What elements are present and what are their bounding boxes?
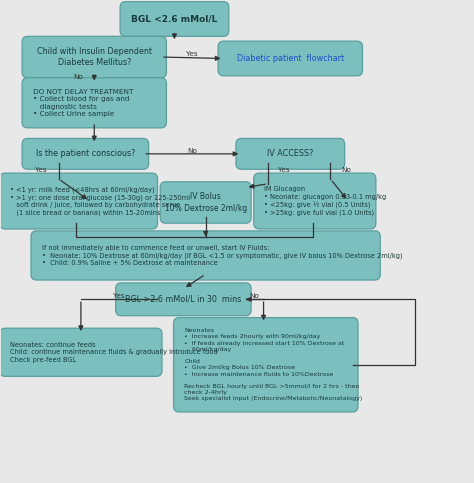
- Text: No: No: [250, 293, 260, 299]
- Text: DO NOT DELAY TREATMENT
• Collect blood for gas and
   diagnostic tests
• Collect: DO NOT DELAY TREATMENT • Collect blood f…: [33, 88, 133, 117]
- Text: Neonates: continue feeds
Child: continue maintenance fluids & gradually introduc: Neonates: continue feeds Child: continue…: [10, 342, 218, 363]
- FancyBboxPatch shape: [0, 173, 157, 229]
- Text: No: No: [187, 148, 197, 154]
- FancyBboxPatch shape: [236, 139, 345, 169]
- Text: Yes: Yes: [278, 167, 290, 173]
- Text: If not immediately able to commence feed or unwell, start IV Fluids:
•  Neonate:: If not immediately able to commence feed…: [42, 245, 402, 266]
- Text: • <1 yr: milk feed (<48hrs at 60ml/kg/day)
• >1 yr: one dose oral glucose (15-30: • <1 yr: milk feed (<48hrs at 60ml/kg/da…: [10, 186, 191, 216]
- FancyBboxPatch shape: [31, 231, 380, 280]
- Text: Child with Insulin Dependent
Diabetes Mellitus?: Child with Insulin Dependent Diabetes Me…: [37, 47, 152, 67]
- Text: Neonates
•  Increase feeds 2hourly with 90ml/kg/day
•  If feeds already increase: Neonates • Increase feeds 2hourly with 9…: [184, 328, 363, 401]
- Text: Yes: Yes: [186, 51, 198, 57]
- Text: IV ACCESS?: IV ACCESS?: [267, 149, 313, 158]
- FancyBboxPatch shape: [160, 182, 251, 223]
- FancyBboxPatch shape: [254, 173, 376, 229]
- Text: Yes: Yes: [113, 293, 125, 299]
- Text: Yes: Yes: [35, 167, 46, 173]
- Text: No: No: [341, 167, 351, 173]
- FancyBboxPatch shape: [22, 78, 166, 128]
- FancyBboxPatch shape: [22, 139, 149, 169]
- Text: IV Bolus
10% Dextrose 2ml/kg: IV Bolus 10% Dextrose 2ml/kg: [164, 192, 247, 213]
- Text: No: No: [74, 74, 83, 80]
- FancyBboxPatch shape: [0, 328, 162, 376]
- Text: BGL >2.6 mMol/L in 30  mins: BGL >2.6 mMol/L in 30 mins: [125, 295, 241, 304]
- FancyBboxPatch shape: [120, 1, 229, 36]
- FancyBboxPatch shape: [218, 41, 363, 76]
- Text: BGL <2.6 mMol/L: BGL <2.6 mMol/L: [131, 14, 218, 24]
- Text: Diabetic patient  flowchart: Diabetic patient flowchart: [237, 54, 344, 63]
- FancyBboxPatch shape: [173, 318, 358, 412]
- FancyBboxPatch shape: [116, 283, 251, 316]
- Text: Is the patient conscious?: Is the patient conscious?: [36, 149, 135, 158]
- Text: IM Glucagon
• Neonate: glucagon 0.03-0.1 mg/kg
• <25kg: give ½ vial (0.5 Units)
: IM Glucagon • Neonate: glucagon 0.03-0.1…: [264, 186, 387, 216]
- FancyBboxPatch shape: [22, 36, 166, 78]
